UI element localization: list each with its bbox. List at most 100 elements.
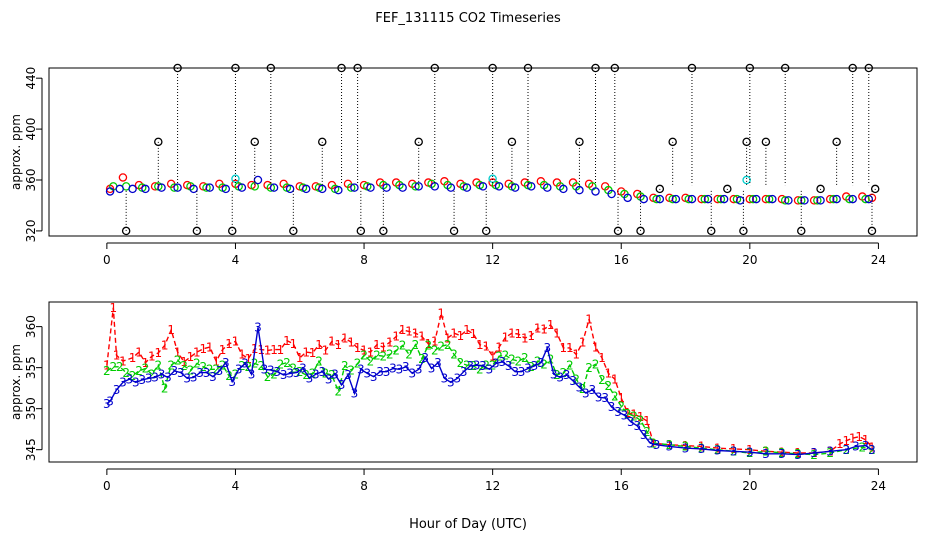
y-tick-label: 360 — [24, 315, 38, 338]
data-point-label: 3 — [177, 366, 185, 380]
y-axis-label: approx. ppm — [9, 114, 23, 190]
data-point-label: 1 — [232, 335, 240, 349]
data-point — [703, 194, 713, 204]
data-point — [739, 226, 748, 236]
data-point-label: 3 — [666, 440, 674, 454]
data-point-label: 2 — [572, 372, 580, 386]
data-point-label: 1 — [187, 350, 195, 364]
data-point-label: 3 — [103, 397, 111, 411]
data-point-label: 2 — [399, 339, 407, 353]
data-point-label: 2 — [244, 360, 252, 374]
data-point-label: 1 — [244, 352, 252, 366]
x-axis-label: Hour of Day (UTC) — [409, 517, 527, 532]
data-point — [414, 137, 423, 147]
data-point-label: 2 — [605, 379, 613, 393]
y-tick-label: 350 — [24, 397, 38, 420]
data-point-label: 3 — [537, 356, 545, 370]
data-point-label: 3 — [434, 356, 442, 370]
data-point — [446, 183, 456, 192]
data-point-label: 1 — [560, 341, 568, 355]
data-point-label: 3 — [778, 447, 786, 461]
data-point — [809, 196, 819, 205]
data-point-label: 1 — [296, 351, 304, 365]
data-point-label: 3 — [119, 376, 127, 390]
data-point-label: 1 — [109, 301, 117, 315]
data-point-label: 2 — [598, 373, 606, 387]
data-point-label: 2 — [515, 354, 523, 368]
data-point — [575, 137, 584, 147]
data-point-label: 3 — [569, 374, 577, 388]
data-point-label: 3 — [498, 355, 506, 369]
data-point — [713, 194, 722, 204]
data-point-label: 1 — [113, 349, 121, 363]
data-point-label: 2 — [560, 366, 568, 380]
data-point-label: 2 — [476, 362, 484, 376]
data-point-label: 1 — [624, 406, 632, 420]
data-point-label: 3 — [389, 362, 397, 376]
data-point-label: 1 — [572, 348, 580, 362]
data-point-label: 1 — [167, 323, 175, 337]
data-point — [382, 183, 391, 192]
data-point-label: 3 — [306, 372, 314, 386]
data-point — [289, 226, 298, 236]
data-point-label: 3 — [254, 321, 262, 335]
data-point — [613, 226, 623, 236]
data-point — [128, 184, 137, 194]
data-point — [285, 184, 295, 194]
data-point — [221, 184, 231, 194]
data-point-label: 3 — [852, 440, 860, 454]
data-point-label: 3 — [241, 357, 249, 371]
data-point-label: 1 — [180, 355, 188, 369]
data-point — [266, 63, 276, 73]
data-point — [356, 226, 366, 236]
data-point-label: 1 — [386, 335, 394, 349]
data-point — [652, 194, 661, 204]
data-point — [462, 183, 472, 192]
data-point — [266, 183, 276, 192]
data-point-label: 1 — [643, 414, 651, 428]
data-point-label: 3 — [794, 448, 802, 462]
data-point-label: 3 — [190, 371, 198, 385]
data-point-label: 1 — [849, 431, 857, 445]
data-point-label: 1 — [129, 351, 137, 365]
data-point-label: 3 — [164, 371, 172, 385]
data-point — [742, 175, 751, 185]
data-point-label: 1 — [714, 441, 722, 455]
data-point — [848, 194, 857, 204]
data-point — [719, 194, 729, 204]
data-point-label: 2 — [219, 358, 227, 372]
data-point-label: 2 — [617, 399, 625, 413]
data-point-label: 2 — [585, 361, 593, 375]
data-point-label: 1 — [302, 345, 310, 359]
data-point-label: 2 — [444, 338, 452, 352]
data-point-label: 3 — [621, 408, 629, 422]
data-point-label: 1 — [630, 408, 638, 422]
data-point — [353, 63, 362, 73]
data-point — [761, 137, 771, 147]
data-point-label: 3 — [408, 367, 416, 381]
data-point-label: 1 — [412, 326, 420, 340]
data-point-label: 2 — [637, 413, 645, 427]
data-point — [543, 183, 552, 192]
data-point — [723, 184, 732, 194]
data-point-label: 1 — [264, 344, 272, 358]
data-point-label: 3 — [132, 376, 140, 390]
data-point-label: 1 — [277, 343, 285, 357]
data-point-label: 1 — [855, 430, 863, 444]
data-point — [684, 194, 693, 204]
data-point-label: 2 — [418, 352, 426, 366]
plot-frame — [48, 67, 918, 237]
data-point-label: 2 — [437, 340, 445, 354]
data-point-label: 1 — [553, 326, 561, 340]
data-point-label: 2 — [373, 349, 381, 363]
data-point-label: 1 — [354, 341, 362, 355]
data-point-label: 2 — [666, 438, 674, 452]
data-point-label: 3 — [588, 383, 596, 397]
data-point — [742, 137, 751, 147]
data-point-label: 1 — [450, 326, 458, 340]
top-panel: 0 4 8 12 16 20 24 320 360 400 440 approx. ppm — [9, 63, 918, 267]
data-point-label: 2 — [129, 369, 137, 383]
y-axis: 320 360 400 440 — [24, 67, 43, 242]
data-point-label: 1 — [418, 330, 426, 344]
data-point-label: 2 — [380, 349, 388, 363]
